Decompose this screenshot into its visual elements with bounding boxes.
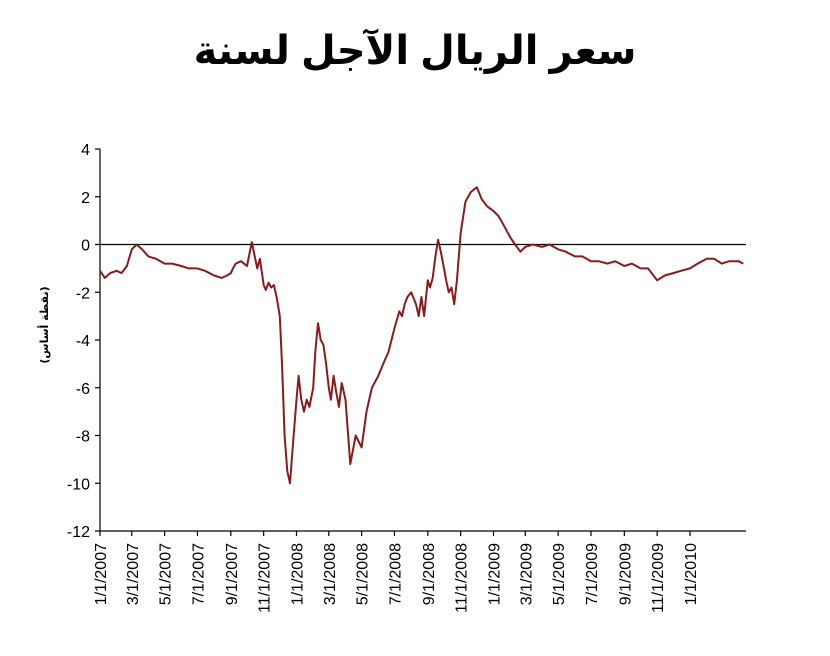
x-tick-label: 3/1/2009	[518, 543, 535, 605]
x-tick-label: 1/1/2008	[289, 543, 306, 605]
x-tick-label: 1/1/2009	[487, 543, 504, 605]
y-tick-label: -2	[76, 285, 90, 302]
y-tick-label: 2	[81, 190, 90, 207]
x-tick-label: 5/1/2008	[355, 543, 372, 605]
y-axis: 4 2 0 -2 -4 -6 -8 -10 -12	[67, 142, 101, 541]
y-tick-label: -12	[67, 524, 90, 541]
x-axis: 1/1/2007 3/1/2007 5/1/2007 7/1/2007 9/1/2007…	[93, 530, 746, 613]
x-tick-label: 7/1/2009	[584, 543, 601, 605]
y-tick-label: -6	[76, 381, 90, 398]
x-tick-label: 1/1/2010	[683, 543, 700, 605]
y-tick-label: -8	[76, 429, 90, 446]
x-tick-label: 5/1/2009	[551, 543, 568, 605]
series-layer	[99, 186, 744, 485]
y-axis-label: (نقطة أساس)	[37, 286, 51, 363]
x-tick-label: 1/1/2007	[93, 543, 110, 605]
x-tick-label: 3/1/2007	[125, 543, 142, 605]
y-tick-label: 0	[81, 238, 90, 255]
x-tick-label: 3/1/2008	[322, 543, 339, 605]
x-tick-label: 5/1/2007	[158, 543, 175, 605]
x-tick-label: 11/1/2007	[257, 543, 274, 613]
chart-title: سعر الريال الآجل لسنة	[193, 29, 637, 73]
x-tick-label: 9/1/2008	[421, 543, 438, 605]
x-tick-label: 9/1/2007	[224, 543, 241, 605]
x-tick-label: 11/1/2009	[650, 543, 667, 613]
x-tick-label: 7/1/2007	[190, 543, 207, 605]
y-tick-label: -4	[76, 333, 90, 350]
x-tick-label: 9/1/2009	[617, 543, 634, 605]
y-tick-label: -10	[67, 476, 90, 493]
y-tick-label: 4	[81, 142, 90, 159]
x-tick-label: 11/1/2008	[454, 543, 471, 613]
x-tick-label: 7/1/2008	[387, 543, 404, 605]
series-line	[99, 186, 744, 485]
